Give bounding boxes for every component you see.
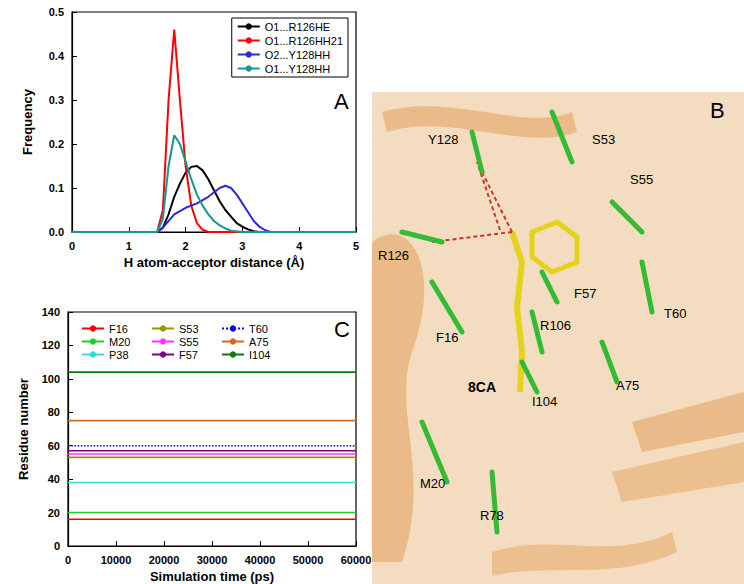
svg-text:20: 20 <box>48 507 60 519</box>
svg-text:O1...Y128HH: O1...Y128HH <box>265 63 330 75</box>
svg-text:100: 100 <box>42 373 60 385</box>
svg-text:120: 120 <box>42 339 60 351</box>
svg-text:H atom-acceptor distance (Å): H atom-acceptor distance (Å) <box>124 255 305 270</box>
svg-text:2: 2 <box>183 240 189 252</box>
svg-text:S55: S55 <box>179 336 199 348</box>
svg-text:Simulation time (ps): Simulation time (ps) <box>150 569 274 584</box>
svg-text:80: 80 <box>48 406 60 418</box>
svg-text:0.5: 0.5 <box>49 6 64 18</box>
svg-text:20000: 20000 <box>149 554 180 566</box>
svg-text:F57: F57 <box>179 349 198 361</box>
svg-text:0.3: 0.3 <box>49 94 64 106</box>
svg-text:O1...R126HH21: O1...R126HH21 <box>265 35 343 47</box>
svg-text:S55: S55 <box>630 172 653 187</box>
svg-text:Frequency: Frequency <box>20 88 35 155</box>
svg-text:B: B <box>710 98 725 123</box>
svg-text:F16: F16 <box>436 330 458 345</box>
svg-text:40000: 40000 <box>245 554 276 566</box>
svg-text:T60: T60 <box>664 306 686 321</box>
svg-text:A: A <box>334 89 349 114</box>
svg-text:0: 0 <box>69 240 75 252</box>
svg-text:8CA: 8CA <box>468 379 496 395</box>
svg-text:M20: M20 <box>109 336 130 348</box>
svg-text:0: 0 <box>54 540 60 552</box>
svg-text:50000: 50000 <box>293 554 324 566</box>
svg-text:O1...R126HE: O1...R126HE <box>265 21 330 33</box>
svg-text:C: C <box>334 317 350 342</box>
svg-text:R106: R106 <box>540 318 571 333</box>
svg-text:1: 1 <box>126 240 132 252</box>
svg-text:0.4: 0.4 <box>49 50 65 62</box>
svg-text:40: 40 <box>48 473 60 485</box>
svg-text:I104: I104 <box>532 394 557 409</box>
svg-text:T60: T60 <box>249 323 268 335</box>
svg-text:4: 4 <box>296 240 303 252</box>
svg-text:M20: M20 <box>420 476 445 491</box>
svg-text:0.0: 0.0 <box>49 226 64 238</box>
svg-text:A75: A75 <box>249 336 269 348</box>
svg-text:P38: P38 <box>109 349 129 361</box>
svg-text:60000: 60000 <box>341 554 372 566</box>
svg-text:A75: A75 <box>616 378 639 393</box>
svg-text:S53: S53 <box>592 132 615 147</box>
svg-text:S53: S53 <box>179 323 199 335</box>
svg-text:5: 5 <box>353 240 359 252</box>
svg-text:0.1: 0.1 <box>49 182 64 194</box>
svg-text:F16: F16 <box>109 323 128 335</box>
svg-text:0.2: 0.2 <box>49 138 64 150</box>
svg-text:10000: 10000 <box>101 554 132 566</box>
svg-text:140: 140 <box>42 306 60 318</box>
svg-text:O2...Y128HH: O2...Y128HH <box>265 49 330 61</box>
svg-text:Residue number: Residue number <box>16 378 31 480</box>
svg-text:30000: 30000 <box>197 554 228 566</box>
svg-text:3: 3 <box>239 240 245 252</box>
svg-text:Y128: Y128 <box>428 132 458 147</box>
svg-text:0: 0 <box>65 554 71 566</box>
svg-text:F57: F57 <box>574 286 596 301</box>
svg-text:R78: R78 <box>480 508 504 523</box>
svg-text:60: 60 <box>48 440 60 452</box>
svg-text:R126: R126 <box>378 248 409 263</box>
svg-text:I104: I104 <box>249 349 270 361</box>
